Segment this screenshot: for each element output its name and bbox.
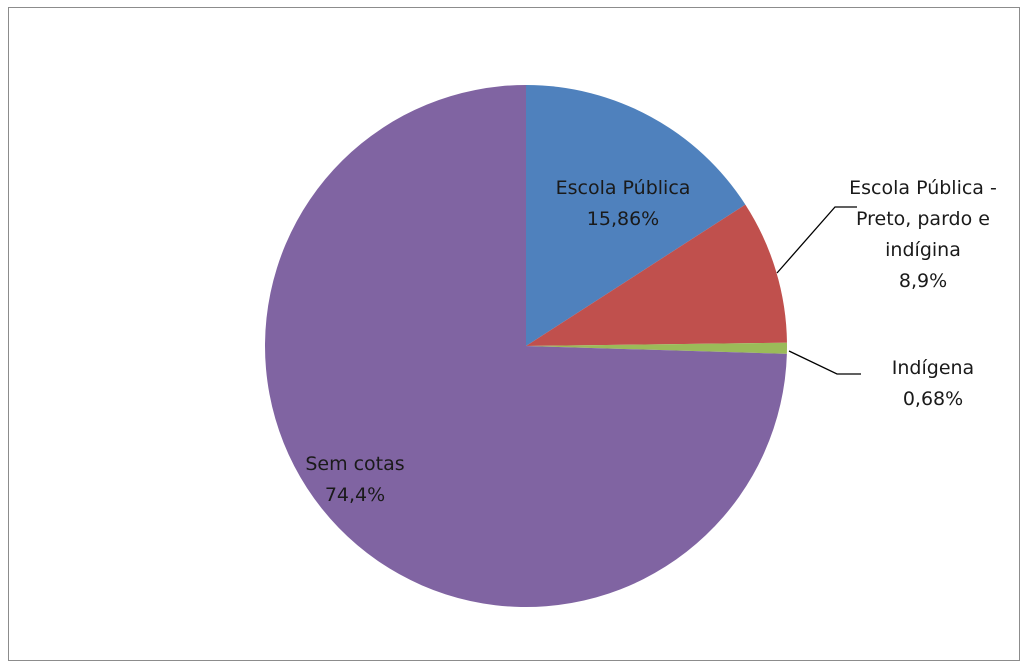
pie-slice-0 [526, 85, 746, 346]
pie-slice-2 [526, 342, 787, 354]
slice-value-0: 15,86% [587, 208, 659, 230]
slice-name-3-line-0: Sem cotas [305, 453, 404, 475]
slice-label-3: Sem cotas 74,4% [305, 453, 404, 506]
leader-line-1 [776, 206, 857, 274]
slice-label-2: Indígena 0,68% [892, 357, 974, 410]
pie-chart: Escola Pública 15,86% Escola Pública - Pret… [264, 85, 997, 607]
slice-name-1-line-0: Escola Pública - [849, 177, 997, 199]
slice-label-0: Escola Pública 15,86% [556, 177, 691, 230]
slice-name-1-line-2: indígina [885, 239, 961, 261]
slice-label-1: Escola Pública - Preto, pardo e indígina 8,… [849, 177, 997, 292]
slice-value-1: 8,9% [899, 270, 947, 292]
pie-slice-3 [264, 85, 787, 607]
leader-line-2 [788, 350, 861, 375]
slice-name-2-line-0: Indígena [892, 357, 974, 379]
slice-value-2: 0,68% [903, 388, 963, 410]
slice-name-0-line-0: Escola Pública [556, 177, 691, 199]
slice-value-3: 74,4% [325, 484, 385, 506]
slice-name-1-line-1: Preto, pardo e [856, 208, 990, 230]
chart-area: Escola Pública 15,86% Escola Pública - Pret… [8, 7, 1020, 661]
pie-slice-1 [526, 204, 787, 346]
pie-slices [264, 85, 787, 607]
